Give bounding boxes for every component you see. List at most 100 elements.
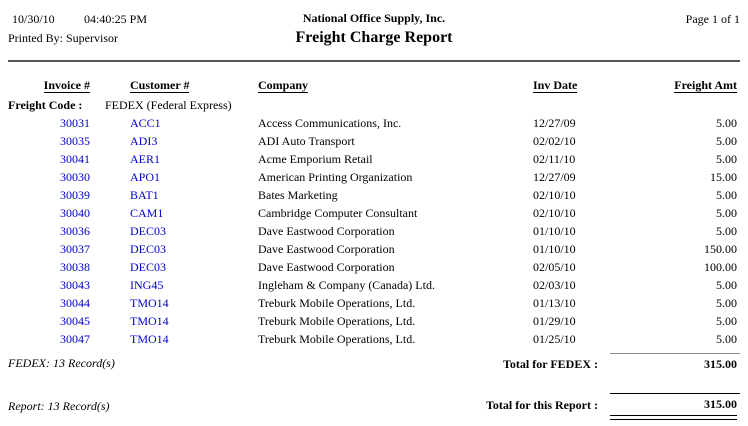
customer-number-link[interactable]: DEC03 bbox=[130, 224, 166, 238]
freight-amount-cell: 5.00 bbox=[716, 152, 737, 166]
invoice-date-cell: 01/13/10 bbox=[533, 296, 576, 310]
table-row: 30037 DEC03 Dave Eastwood Corporation 01… bbox=[8, 240, 740, 258]
invoice-number-link[interactable]: 30037 bbox=[60, 242, 90, 256]
customer-number-link[interactable]: DEC03 bbox=[130, 260, 166, 274]
freight-amount-cell: 5.00 bbox=[716, 134, 737, 148]
customer-number-link[interactable]: ADI3 bbox=[130, 134, 158, 148]
table-row: 30039 BAT1 Bates Marketing 02/10/10 5.00 bbox=[8, 186, 740, 204]
invoice-number-link[interactable]: 30036 bbox=[60, 224, 90, 238]
freight-amount-cell: 5.00 bbox=[716, 296, 737, 310]
freight-amount-cell: 150.00 bbox=[704, 242, 737, 256]
freight-amount-cell: 15.00 bbox=[710, 170, 737, 184]
table-row: 30043 ING45 Ingleham & Company (Canada) … bbox=[8, 276, 740, 294]
freight-amount-cell: 5.00 bbox=[716, 278, 737, 292]
invoice-number-link[interactable]: 30040 bbox=[60, 206, 90, 220]
invoice-number-link[interactable]: 30035 bbox=[60, 134, 90, 148]
customer-number-link[interactable]: TMO14 bbox=[130, 296, 169, 310]
table-row: 30036 DEC03 Dave Eastwood Corporation 01… bbox=[8, 222, 740, 240]
report-header: 10/30/10 04:40:25 PM Printed By: Supervi… bbox=[8, 0, 740, 62]
column-header-company: Company bbox=[258, 78, 309, 93]
customer-number-link[interactable]: ING45 bbox=[130, 278, 164, 292]
freight-amount-cell: 5.00 bbox=[716, 332, 737, 346]
freight-amount-cell: 5.00 bbox=[716, 116, 737, 130]
invoice-number-link[interactable]: 30041 bbox=[60, 152, 90, 166]
freight-amount-cell: 100.00 bbox=[704, 260, 737, 274]
company-name-cell: American Printing Organization bbox=[258, 170, 413, 184]
report-title: Freight Charge Report bbox=[295, 29, 453, 46]
column-header-inv-date: Inv Date bbox=[533, 78, 578, 93]
company-name-cell: Treburk Mobile Operations, Ltd. bbox=[258, 314, 416, 328]
table-row: 30040 CAM1 Cambridge Computer Consultant… bbox=[8, 204, 740, 222]
invoice-number-link[interactable]: 30031 bbox=[60, 116, 90, 130]
invoice-date-cell: 12/27/09 bbox=[533, 170, 576, 184]
print-time: 04:40:25 PM bbox=[84, 12, 148, 26]
customer-number-link[interactable]: DEC03 bbox=[130, 242, 166, 256]
invoice-date-cell: 01/29/10 bbox=[533, 314, 576, 328]
invoice-date-cell: 01/10/10 bbox=[533, 242, 576, 256]
customer-number-link[interactable]: TMO14 bbox=[130, 314, 169, 328]
freight-code-label: Freight Code : bbox=[8, 98, 83, 112]
printed-by: Printed By: Supervisor bbox=[8, 31, 118, 45]
fedex-group-footer: FEDEX: 13 Record(s) Total for FEDEX : 31… bbox=[8, 349, 740, 377]
company-name-cell: Cambridge Computer Consultant bbox=[258, 206, 418, 220]
invoice-date-cell: 02/03/10 bbox=[533, 278, 576, 292]
table-row: 30038 DEC03 Dave Eastwood Corporation 02… bbox=[8, 258, 740, 276]
invoice-number-link[interactable]: 30045 bbox=[60, 314, 90, 328]
customer-number-link[interactable]: TMO14 bbox=[130, 332, 169, 346]
invoice-table-body: 30031 ACC1 Access Communications, Inc. 1… bbox=[8, 114, 740, 348]
column-header-customer: Customer # bbox=[130, 78, 190, 93]
company-name-cell: Ingleham & Company (Canada) Ltd. bbox=[258, 278, 435, 292]
table-row: 30045 TMO14 Treburk Mobile Operations, L… bbox=[8, 312, 740, 330]
customer-number-link[interactable]: CAM1 bbox=[130, 206, 164, 220]
company-name-heading: National Office Supply, Inc. bbox=[302, 11, 446, 25]
table-row: 30031 ACC1 Access Communications, Inc. 1… bbox=[8, 114, 740, 132]
table-row: 30044 TMO14 Treburk Mobile Operations, L… bbox=[8, 294, 740, 312]
column-header-invoice: Invoice # bbox=[43, 78, 90, 93]
table-row: 30041 AER1 Acme Emporium Retail 02/11/10… bbox=[8, 150, 740, 168]
freight-amount-cell: 5.00 bbox=[716, 314, 737, 328]
customer-number-link[interactable]: BAT1 bbox=[130, 188, 159, 202]
company-name-cell: Treburk Mobile Operations, Ltd. bbox=[258, 296, 416, 310]
freight-code-value: FEDEX (Federal Express) bbox=[105, 98, 232, 112]
freight-amount-cell: 5.00 bbox=[716, 224, 737, 238]
freight-amount-cell: 5.00 bbox=[716, 206, 737, 220]
freight-amount-cell: 5.00 bbox=[716, 188, 737, 202]
invoice-date-cell: 12/27/09 bbox=[533, 116, 576, 130]
company-name-cell: Bates Marketing bbox=[258, 188, 338, 202]
company-name-cell: Acme Emporium Retail bbox=[258, 152, 373, 166]
fedex-total-label: Total for FEDEX : bbox=[502, 357, 598, 371]
freight-code-group-header: Freight Code : FEDEX (Federal Express) bbox=[8, 97, 740, 114]
company-name-cell: ADI Auto Transport bbox=[258, 134, 355, 148]
report-record-count: Report: 13 Record(s) bbox=[8, 399, 110, 413]
fedex-record-count: FEDEX: 13 Record(s) bbox=[8, 356, 115, 370]
report-total-double-rule bbox=[610, 415, 737, 420]
invoice-number-link[interactable]: 30044 bbox=[60, 296, 90, 310]
report-total-label: Total for this Report : bbox=[486, 398, 598, 412]
company-name-cell: Dave Eastwood Corporation bbox=[258, 224, 395, 238]
report-total-value: 315.00 bbox=[704, 397, 737, 411]
invoice-date-cell: 01/25/10 bbox=[533, 332, 576, 346]
invoice-number-link[interactable]: 30030 bbox=[60, 170, 90, 184]
invoice-date-cell: 02/10/10 bbox=[533, 188, 576, 202]
page-indicator: Page 1 of 1 bbox=[685, 12, 740, 26]
column-header-row: Invoice # Customer # Company Inv Date Fr… bbox=[8, 77, 740, 96]
invoice-number-link[interactable]: 30038 bbox=[60, 260, 90, 274]
column-header-freight-amt: Freight Amt bbox=[674, 78, 737, 93]
report-total-amount: 315.00 bbox=[610, 393, 740, 420]
table-row: 30035 ADI3 ADI Auto Transport 02/02/10 5… bbox=[8, 132, 740, 150]
invoice-date-cell: 02/10/10 bbox=[533, 206, 576, 220]
customer-number-link[interactable]: ACC1 bbox=[130, 116, 161, 130]
table-row: 30030 APO1 American Printing Organizatio… bbox=[8, 168, 740, 186]
invoice-date-cell: 01/10/10 bbox=[533, 224, 576, 238]
invoice-date-cell: 02/02/10 bbox=[533, 134, 576, 148]
customer-number-link[interactable]: APO1 bbox=[130, 170, 161, 184]
invoice-number-link[interactable]: 30043 bbox=[60, 278, 90, 292]
table-row: 30047 TMO14 Treburk Mobile Operations, L… bbox=[8, 330, 740, 348]
invoice-number-link[interactable]: 30047 bbox=[60, 332, 90, 346]
invoice-date-cell: 02/05/10 bbox=[533, 260, 576, 274]
company-name-cell: Dave Eastwood Corporation bbox=[258, 260, 395, 274]
fedex-total-amount: 315.00 bbox=[610, 353, 740, 372]
customer-number-link[interactable]: AER1 bbox=[130, 152, 160, 166]
invoice-number-link[interactable]: 30039 bbox=[60, 188, 90, 202]
